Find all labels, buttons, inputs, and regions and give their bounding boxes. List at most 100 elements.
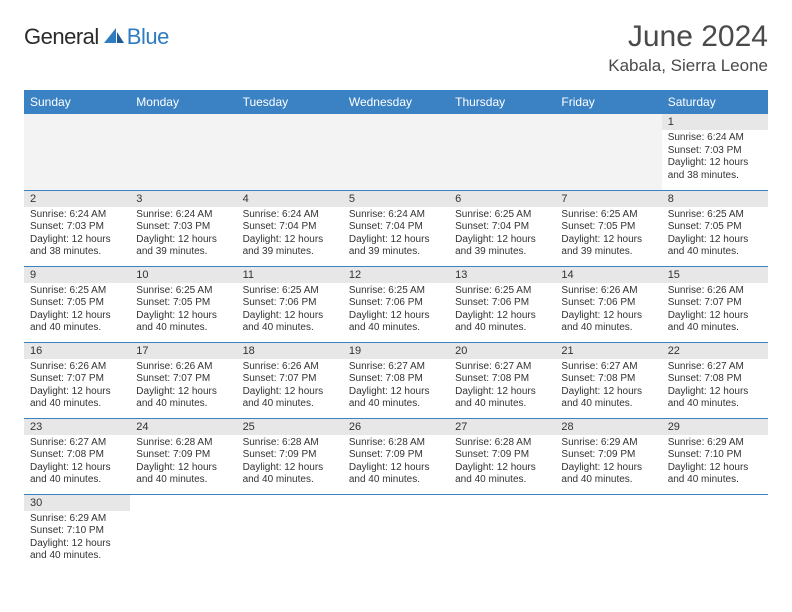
calendar-cell: 13Sunrise: 6:25 AMSunset: 7:06 PMDayligh…: [449, 266, 555, 342]
daylight-line: Daylight: 12 hours and 39 minutes.: [243, 234, 337, 259]
sunset-line: Sunset: 7:07 PM: [136, 373, 230, 386]
sunrise-line: Sunrise: 6:27 AM: [561, 361, 655, 374]
day-number: 23: [24, 419, 130, 435]
daylight-line: Daylight: 12 hours and 40 minutes.: [243, 462, 337, 487]
sunset-line: Sunset: 7:08 PM: [30, 449, 124, 462]
day-details: Sunrise: 6:25 AMSunset: 7:06 PMDaylight:…: [237, 283, 343, 339]
day-details: Sunrise: 6:29 AMSunset: 7:10 PMDaylight:…: [24, 511, 130, 567]
weekday-header: Friday: [555, 90, 661, 114]
sunset-line: Sunset: 7:05 PM: [561, 221, 655, 234]
day-number: 10: [130, 267, 236, 283]
calendar-cell: [662, 494, 768, 570]
sunset-line: Sunset: 7:10 PM: [30, 525, 124, 538]
daylight-line: Daylight: 12 hours and 40 minutes.: [136, 386, 230, 411]
header: General Blue June 2024 Kabala, Sierra Le…: [24, 20, 768, 76]
sunset-line: Sunset: 7:04 PM: [349, 221, 443, 234]
calendar-cell: 21Sunrise: 6:27 AMSunset: 7:08 PMDayligh…: [555, 342, 661, 418]
calendar-cell: 4Sunrise: 6:24 AMSunset: 7:04 PMDaylight…: [237, 190, 343, 266]
sunset-line: Sunset: 7:04 PM: [243, 221, 337, 234]
calendar-cell: 30Sunrise: 6:29 AMSunset: 7:10 PMDayligh…: [24, 494, 130, 570]
day-number: 14: [555, 267, 661, 283]
day-details: Sunrise: 6:26 AMSunset: 7:07 PMDaylight:…: [24, 359, 130, 415]
calendar-cell: 9Sunrise: 6:25 AMSunset: 7:05 PMDaylight…: [24, 266, 130, 342]
day-number: 4: [237, 191, 343, 207]
sunset-line: Sunset: 7:06 PM: [455, 297, 549, 310]
sunset-line: Sunset: 7:09 PM: [136, 449, 230, 462]
calendar-body: 1Sunrise: 6:24 AMSunset: 7:03 PMDaylight…: [24, 114, 768, 570]
sunrise-line: Sunrise: 6:27 AM: [30, 437, 124, 450]
sunset-line: Sunset: 7:10 PM: [668, 449, 762, 462]
calendar-cell: 2Sunrise: 6:24 AMSunset: 7:03 PMDaylight…: [24, 190, 130, 266]
weekday-header: Thursday: [449, 90, 555, 114]
logo: General Blue: [24, 24, 169, 50]
sunrise-line: Sunrise: 6:28 AM: [349, 437, 443, 450]
daylight-line: Daylight: 12 hours and 39 minutes.: [561, 234, 655, 259]
calendar-cell: 1Sunrise: 6:24 AMSunset: 7:03 PMDaylight…: [662, 114, 768, 190]
sunrise-line: Sunrise: 6:26 AM: [30, 361, 124, 374]
sunrise-line: Sunrise: 6:29 AM: [561, 437, 655, 450]
sunrise-line: Sunrise: 6:24 AM: [30, 209, 124, 222]
location: Kabala, Sierra Leone: [608, 56, 768, 76]
sunrise-line: Sunrise: 6:28 AM: [243, 437, 337, 450]
day-details: Sunrise: 6:26 AMSunset: 7:07 PMDaylight:…: [662, 283, 768, 339]
calendar-cell: [555, 114, 661, 190]
sunrise-line: Sunrise: 6:25 AM: [455, 285, 549, 298]
daylight-line: Daylight: 12 hours and 40 minutes.: [561, 310, 655, 335]
sunset-line: Sunset: 7:09 PM: [455, 449, 549, 462]
sunset-line: Sunset: 7:08 PM: [668, 373, 762, 386]
sunset-line: Sunset: 7:05 PM: [136, 297, 230, 310]
daylight-line: Daylight: 12 hours and 40 minutes.: [349, 386, 443, 411]
day-number: 28: [555, 419, 661, 435]
calendar-cell: [555, 494, 661, 570]
calendar-cell: [24, 114, 130, 190]
sunrise-line: Sunrise: 6:25 AM: [668, 209, 762, 222]
daylight-line: Daylight: 12 hours and 40 minutes.: [349, 462, 443, 487]
weekday-header: Saturday: [662, 90, 768, 114]
day-number: 25: [237, 419, 343, 435]
calendar-cell: 23Sunrise: 6:27 AMSunset: 7:08 PMDayligh…: [24, 418, 130, 494]
day-details: Sunrise: 6:26 AMSunset: 7:06 PMDaylight:…: [555, 283, 661, 339]
logo-sail-icon: [103, 26, 125, 49]
day-details: Sunrise: 6:24 AMSunset: 7:03 PMDaylight:…: [24, 207, 130, 263]
sunrise-line: Sunrise: 6:25 AM: [243, 285, 337, 298]
calendar-cell: 12Sunrise: 6:25 AMSunset: 7:06 PMDayligh…: [343, 266, 449, 342]
day-number: 24: [130, 419, 236, 435]
calendar-cell: 19Sunrise: 6:27 AMSunset: 7:08 PMDayligh…: [343, 342, 449, 418]
calendar-cell: 24Sunrise: 6:28 AMSunset: 7:09 PMDayligh…: [130, 418, 236, 494]
daylight-line: Daylight: 12 hours and 38 minutes.: [30, 234, 124, 259]
daylight-line: Daylight: 12 hours and 40 minutes.: [668, 386, 762, 411]
day-details: Sunrise: 6:26 AMSunset: 7:07 PMDaylight:…: [130, 359, 236, 415]
day-number: 2: [24, 191, 130, 207]
day-number: 9: [24, 267, 130, 283]
sunrise-line: Sunrise: 6:25 AM: [349, 285, 443, 298]
day-number: 16: [24, 343, 130, 359]
day-number: 26: [343, 419, 449, 435]
calendar-cell: 28Sunrise: 6:29 AMSunset: 7:09 PMDayligh…: [555, 418, 661, 494]
daylight-line: Daylight: 12 hours and 40 minutes.: [243, 386, 337, 411]
calendar-cell: [449, 494, 555, 570]
day-number: 21: [555, 343, 661, 359]
calendar-table: SundayMondayTuesdayWednesdayThursdayFrid…: [24, 90, 768, 570]
sunset-line: Sunset: 7:06 PM: [349, 297, 443, 310]
day-details: Sunrise: 6:25 AMSunset: 7:05 PMDaylight:…: [662, 207, 768, 263]
calendar-cell: 8Sunrise: 6:25 AMSunset: 7:05 PMDaylight…: [662, 190, 768, 266]
day-details: Sunrise: 6:25 AMSunset: 7:05 PMDaylight:…: [24, 283, 130, 339]
daylight-line: Daylight: 12 hours and 40 minutes.: [243, 310, 337, 335]
day-details: Sunrise: 6:28 AMSunset: 7:09 PMDaylight:…: [343, 435, 449, 491]
sunset-line: Sunset: 7:09 PM: [349, 449, 443, 462]
sunrise-line: Sunrise: 6:26 AM: [243, 361, 337, 374]
calendar-cell: 18Sunrise: 6:26 AMSunset: 7:07 PMDayligh…: [237, 342, 343, 418]
daylight-line: Daylight: 12 hours and 40 minutes.: [30, 538, 124, 563]
calendar-cell: [343, 114, 449, 190]
daylight-line: Daylight: 12 hours and 40 minutes.: [668, 234, 762, 259]
daylight-line: Daylight: 12 hours and 40 minutes.: [668, 310, 762, 335]
calendar-cell: 5Sunrise: 6:24 AMSunset: 7:04 PMDaylight…: [343, 190, 449, 266]
day-number: 8: [662, 191, 768, 207]
sunset-line: Sunset: 7:05 PM: [668, 221, 762, 234]
sunset-line: Sunset: 7:08 PM: [349, 373, 443, 386]
sunset-line: Sunset: 7:06 PM: [561, 297, 655, 310]
day-details: Sunrise: 6:27 AMSunset: 7:08 PMDaylight:…: [662, 359, 768, 415]
calendar-cell: 7Sunrise: 6:25 AMSunset: 7:05 PMDaylight…: [555, 190, 661, 266]
day-number: 30: [24, 495, 130, 511]
daylight-line: Daylight: 12 hours and 40 minutes.: [455, 386, 549, 411]
